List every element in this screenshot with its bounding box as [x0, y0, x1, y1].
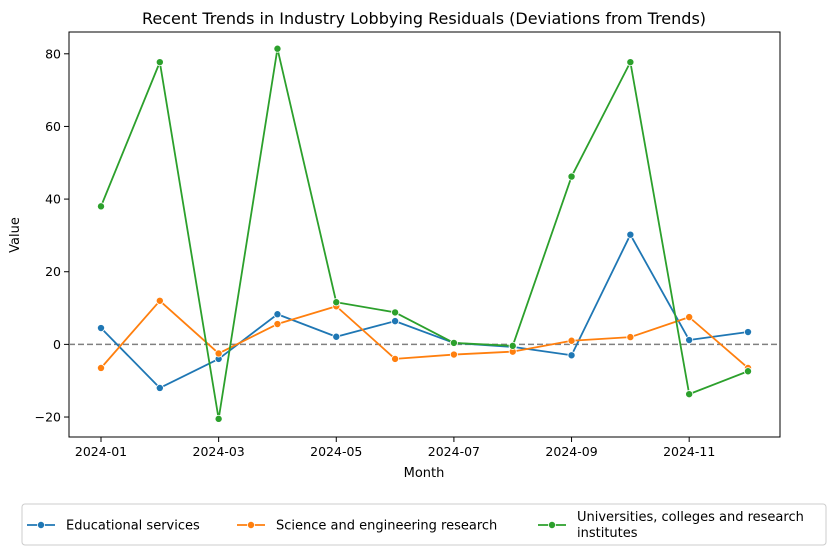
x-axis-title: Month — [404, 466, 445, 481]
y-tick-label: 80 — [45, 46, 61, 61]
data-point — [685, 313, 694, 322]
data-point — [567, 351, 576, 360]
y-tick-label: 0 — [53, 337, 61, 352]
legend-item-1: Educational services — [27, 519, 200, 534]
data-point — [273, 320, 282, 329]
x-tick-label: 2024-11 — [663, 444, 715, 459]
y-axis: −20 0 20 40 60 80 — [35, 46, 69, 425]
x-axis: 2024-01 2024-03 2024-05 2024-07 2024-09 2024-… — [75, 437, 715, 459]
data-point — [391, 308, 400, 317]
data-point — [391, 354, 400, 363]
y-tick-label: 40 — [45, 192, 61, 207]
data-point — [155, 383, 164, 392]
series-line — [100, 299, 749, 369]
data-point — [567, 172, 576, 181]
series-line — [100, 47, 749, 420]
chart-title: Recent Trends in Industry Lobbying Resid… — [142, 9, 706, 28]
series-line — [100, 233, 749, 389]
data-point — [97, 363, 106, 372]
y-tick-label: −20 — [35, 410, 61, 425]
legend-frame — [21, 503, 827, 546]
legend-swatch-marker — [548, 521, 557, 530]
data-point — [449, 350, 458, 359]
legend-label: Educational services — [66, 519, 200, 534]
data-point — [626, 58, 635, 67]
data-point — [97, 202, 106, 211]
data-point — [744, 367, 753, 376]
data-point — [685, 390, 694, 399]
data-point — [626, 230, 635, 239]
data-point — [273, 44, 282, 53]
data-point — [332, 298, 341, 307]
legend-label: Science and engineering research — [276, 519, 497, 534]
plot-area — [68, 31, 781, 438]
legend-item-3: Universities, colleges and research insti… — [538, 510, 804, 541]
y-tick-label: 20 — [45, 264, 61, 279]
data-point — [214, 349, 223, 358]
data-point — [214, 414, 223, 423]
data-point — [273, 310, 282, 319]
legend-swatch-marker — [37, 521, 46, 530]
series-layer — [97, 44, 753, 423]
data-point — [744, 328, 753, 337]
x-tick-label: 2024-07 — [428, 444, 480, 459]
data-point — [449, 338, 458, 347]
data-point — [626, 333, 635, 342]
data-point — [97, 324, 106, 333]
series-3 — [97, 44, 753, 423]
x-tick-label: 2024-05 — [310, 444, 362, 459]
data-point — [685, 336, 694, 345]
legend-swatch-marker — [246, 521, 255, 530]
legend: Educational services Science and engineer… — [21, 503, 827, 546]
y-tick-label: 60 — [45, 119, 61, 134]
data-point — [508, 341, 517, 350]
data-point — [332, 332, 341, 341]
data-point — [567, 336, 576, 345]
data-point — [155, 296, 164, 305]
legend-item-2: Science and engineering research — [237, 519, 497, 534]
data-point — [155, 58, 164, 67]
x-tick-label: 2024-03 — [193, 444, 245, 459]
data-point — [391, 317, 400, 326]
x-tick-label: 2024-09 — [545, 444, 597, 459]
series-1 — [97, 230, 753, 392]
legend-label: Universities, colleges and research insti… — [577, 510, 804, 541]
x-tick-label: 2024-01 — [75, 444, 127, 459]
y-axis-title: Value — [8, 217, 23, 253]
series-2 — [97, 296, 753, 372]
